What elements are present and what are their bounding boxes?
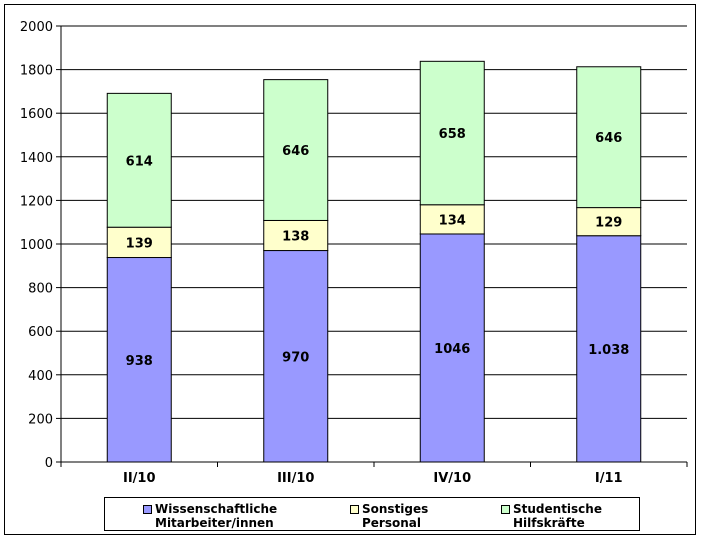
data-label: 970 xyxy=(282,350,309,365)
data-label: 139 xyxy=(126,236,153,251)
y-tick-label: 0 xyxy=(45,456,53,471)
bar-segment xyxy=(419,60,485,206)
bar-segment xyxy=(106,226,172,259)
data-label: 138 xyxy=(282,229,309,244)
y-tick-label: 400 xyxy=(28,369,53,384)
bar-segment xyxy=(263,219,329,252)
data-label: 614 xyxy=(126,154,153,169)
category-label: I/11 xyxy=(595,471,623,486)
bar-segment xyxy=(576,66,642,209)
y-tick-label: 1200 xyxy=(20,194,53,209)
y-tick-label: 1000 xyxy=(20,238,53,253)
data-label: 658 xyxy=(439,127,466,142)
bar-segment xyxy=(419,233,485,463)
legend-label-sonstiges: Sonstiges Personal xyxy=(362,502,429,530)
category-label: III/10 xyxy=(277,471,314,486)
legend-label-studentische: Studentische Hilfskräfte xyxy=(513,502,602,530)
y-tick-label: 1800 xyxy=(20,64,53,79)
category-label: IV/10 xyxy=(433,471,471,486)
bar-segment xyxy=(419,204,485,235)
y-tick-label: 2000 xyxy=(20,20,53,35)
data-label: 1.038 xyxy=(588,343,629,358)
y-tick-label: 800 xyxy=(28,282,53,297)
legend-swatch-wissenschaftliche xyxy=(143,505,152,514)
y-tick-label: 200 xyxy=(28,412,53,427)
bar-segment xyxy=(106,92,172,228)
legend-swatch-studentische xyxy=(501,505,510,514)
legend: Wissenschaftliche Mitarbeiter/innen Sons… xyxy=(104,497,640,531)
data-label: 134 xyxy=(439,213,466,228)
data-label: 938 xyxy=(126,354,153,369)
y-tick-label: 1600 xyxy=(20,107,53,122)
data-label: 646 xyxy=(595,131,622,146)
data-label: 129 xyxy=(595,216,622,231)
legend-swatch-sonstiges xyxy=(350,505,359,514)
bar-segment xyxy=(263,250,329,463)
y-tick-label: 1400 xyxy=(20,151,53,166)
bar-segment xyxy=(576,207,642,237)
data-label: 1046 xyxy=(434,342,470,357)
bar-segment xyxy=(106,257,172,463)
legend-label-wissenschaftliche: Wissenschaftliche Mitarbeiter/innen xyxy=(155,502,278,530)
bar-segment xyxy=(263,79,329,221)
category-label: II/10 xyxy=(123,471,156,486)
bar-segment xyxy=(576,235,642,463)
data-label: 646 xyxy=(282,144,309,159)
y-tick-label: 600 xyxy=(28,325,53,340)
